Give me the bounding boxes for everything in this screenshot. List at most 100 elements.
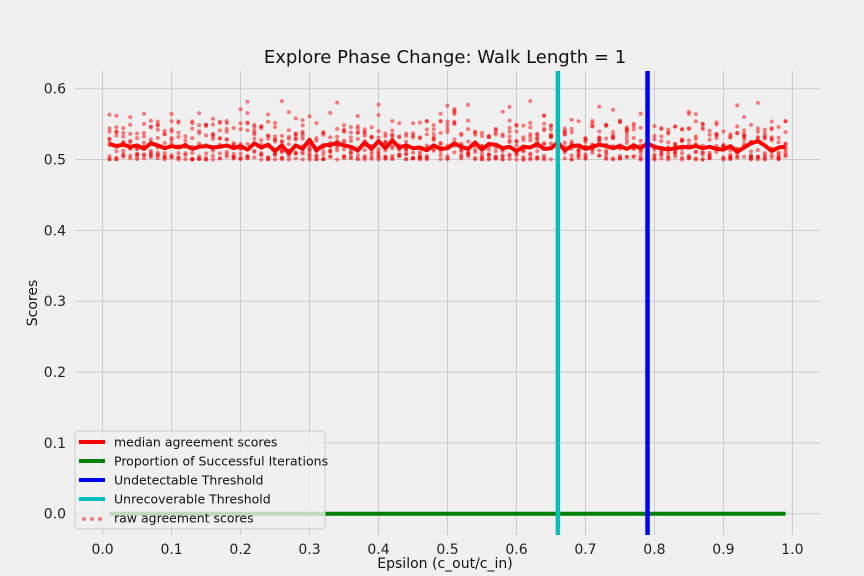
raw-agreement-point — [273, 125, 278, 130]
raw-agreement-point — [376, 129, 381, 134]
raw-agreement-point — [128, 138, 133, 143]
raw-agreement-point — [348, 124, 353, 129]
raw-agreement-point — [528, 99, 533, 104]
raw-agreement-point — [383, 140, 388, 145]
raw-agreement-point — [452, 150, 457, 155]
raw-agreement-point — [411, 121, 416, 126]
raw-agreement-point — [542, 142, 547, 147]
raw-agreement-point — [197, 156, 202, 161]
raw-agreement-point — [176, 155, 181, 160]
raw-agreement-point — [107, 129, 112, 134]
raw-agreement-point — [431, 131, 436, 136]
raw-agreement-point — [473, 147, 478, 152]
raw-agreement-point — [597, 104, 602, 109]
raw-agreement-point — [438, 153, 443, 158]
raw-agreement-point — [204, 133, 209, 138]
raw-agreement-point — [707, 128, 712, 133]
raw-agreement-point — [569, 153, 574, 158]
raw-agreement-point — [452, 119, 457, 124]
raw-agreement-point — [673, 151, 678, 156]
x-tick-labels: 0.0 0.1 0.2 0.3 0.4 0.5 0.6 0.7 0.8 0.9 1.0 — [91, 542, 803, 558]
raw-agreement-point — [542, 155, 547, 160]
raw-agreement-point — [114, 125, 119, 130]
raw-agreement-point — [431, 123, 436, 128]
raw-agreement-point — [783, 141, 788, 146]
raw-agreement-point — [659, 153, 664, 158]
raw-agreement-point — [169, 136, 174, 141]
raw-agreement-point — [769, 119, 774, 124]
raw-agreement-point — [466, 150, 471, 155]
y-tick-label: 0.1 — [44, 436, 66, 452]
raw-agreement-point — [335, 145, 340, 150]
raw-agreement-point — [638, 111, 643, 116]
raw-agreement-point — [300, 131, 305, 136]
raw-agreement-point — [342, 123, 347, 128]
raw-agreement-point — [245, 128, 250, 133]
raw-agreement-point — [659, 134, 664, 139]
x-tick-label: 0.1 — [160, 542, 182, 558]
raw-agreement-point — [680, 157, 685, 162]
raw-agreement-point — [624, 130, 629, 135]
raw-agreement-point — [141, 134, 146, 139]
raw-agreement-point — [445, 123, 450, 128]
raw-agreement-point — [348, 138, 353, 143]
raw-agreement-point — [245, 154, 250, 159]
raw-agreement-point — [404, 131, 409, 136]
raw-agreement-point — [286, 142, 291, 147]
raw-agreement-point — [507, 125, 512, 130]
raw-agreement-point — [335, 100, 340, 105]
raw-agreement-point — [342, 128, 347, 133]
raw-agreement-point — [390, 144, 395, 149]
raw-agreement-point — [569, 126, 574, 131]
raw-agreement-point — [217, 136, 222, 141]
raw-agreement-point — [514, 139, 519, 144]
raw-agreement-point — [293, 136, 298, 141]
raw-agreement-point — [624, 140, 629, 145]
raw-agreement-point — [390, 118, 395, 123]
raw-agreement-point — [328, 135, 333, 140]
raw-agreement-point — [210, 131, 215, 136]
raw-agreement-point — [611, 107, 616, 112]
raw-agreement-point — [755, 147, 760, 152]
raw-agreement-point — [590, 123, 595, 128]
raw-agreement-point — [210, 153, 215, 158]
raw-agreement-point — [210, 116, 215, 121]
raw-agreement-point — [224, 154, 229, 159]
raw-agreement-point — [742, 114, 747, 119]
raw-agreement-point — [314, 121, 319, 126]
raw-agreement-point — [390, 132, 395, 137]
raw-agreement-point — [355, 153, 360, 158]
raw-agreement-point — [217, 151, 222, 156]
raw-agreement-point — [459, 156, 464, 161]
raw-agreement-point — [307, 155, 312, 160]
raw-agreement-point — [466, 118, 471, 123]
raw-agreement-point — [286, 157, 291, 162]
raw-agreement-point — [197, 123, 202, 128]
raw-agreement-point — [528, 151, 533, 156]
raw-agreement-point — [479, 151, 484, 156]
raw-agreement-point — [141, 122, 146, 127]
raw-agreement-point — [266, 133, 271, 138]
raw-agreement-point — [176, 119, 181, 124]
raw-agreement-point — [479, 157, 484, 162]
raw-agreement-point — [121, 126, 126, 131]
raw-agreement-point — [590, 150, 595, 155]
raw-agreement-point — [666, 140, 671, 145]
raw-agreement-point — [355, 130, 360, 135]
raw-agreement-point — [762, 155, 767, 160]
raw-agreement-point — [197, 111, 202, 116]
raw-agreement-point — [486, 147, 491, 152]
raw-agreement-point — [617, 153, 622, 158]
raw-agreement-point — [397, 135, 402, 140]
legend-frame — [74, 430, 326, 530]
raw-agreement-point — [362, 127, 367, 132]
raw-agreement-point — [128, 153, 133, 158]
raw-agreement-point — [286, 110, 291, 115]
raw-agreement-point — [493, 156, 498, 161]
legend: median agreement scores Proportion of Suc… — [74, 430, 328, 530]
raw-agreement-point — [528, 125, 533, 130]
raw-agreement-point — [252, 124, 257, 129]
raw-agreement-point — [369, 125, 374, 130]
raw-agreement-point — [162, 128, 167, 133]
raw-agreement-point — [390, 128, 395, 133]
